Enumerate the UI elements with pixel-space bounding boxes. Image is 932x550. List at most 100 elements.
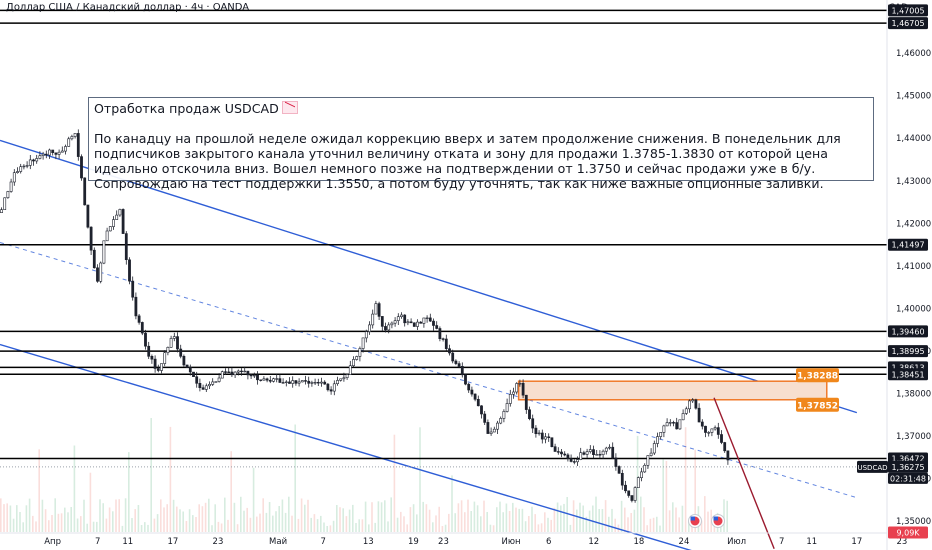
candle-body	[416, 321, 419, 327]
candle-body	[377, 303, 381, 317]
volume-bar	[432, 522, 434, 532]
volume-bar	[214, 504, 216, 532]
volume-bar	[368, 524, 370, 532]
x-tick-label: 7	[320, 537, 325, 547]
candle-body	[204, 385, 208, 390]
volume-bar	[227, 519, 229, 532]
candle-body	[428, 317, 432, 322]
candle-body	[656, 436, 659, 444]
symbol-tag: USDCAD	[857, 464, 887, 472]
candle-body	[172, 336, 176, 339]
volume-bar	[409, 507, 412, 532]
candle-body	[115, 214, 119, 220]
volume-bar	[35, 521, 37, 532]
volume-bar	[646, 525, 648, 532]
symbol-tag-bg	[857, 460, 888, 473]
volume-bar	[300, 498, 303, 532]
volume-bar	[400, 511, 402, 532]
candle-body	[384, 326, 387, 331]
volume-bar	[108, 507, 111, 532]
volume-bar	[169, 426, 172, 532]
volume-bar	[275, 511, 277, 532]
volume-bar	[176, 506, 178, 532]
annotation-note[interactable]: Отработка продаж USDCAD По канадцу на пр…	[88, 97, 874, 191]
volume-bar	[547, 517, 549, 532]
candle-body	[211, 381, 215, 385]
volume-bar	[320, 515, 322, 532]
volume-bar	[393, 434, 396, 532]
candle-body	[537, 432, 541, 435]
volume-bar	[195, 517, 197, 532]
x-tick-label: 24	[679, 537, 690, 547]
x-tick-label: Июл	[727, 537, 746, 547]
volume-bar	[665, 461, 668, 532]
volume-bar	[489, 524, 492, 532]
candle-body	[86, 204, 90, 228]
candle-body	[630, 495, 634, 501]
volume-bar	[80, 516, 82, 532]
volume-bar	[281, 499, 284, 532]
candle-body	[0, 209, 3, 213]
candle-body	[518, 382, 522, 385]
candle-body	[83, 177, 87, 206]
candle-body	[265, 378, 269, 381]
sell-zone[interactable]	[517, 380, 828, 401]
volume-bar	[624, 507, 626, 532]
price-label: 1,36275	[891, 463, 924, 472]
volume-bar	[406, 524, 408, 532]
volume-bar	[460, 500, 463, 532]
candle-body	[585, 451, 589, 455]
volume-bar	[345, 516, 348, 532]
volume-bar	[121, 525, 124, 532]
volume-bar	[387, 521, 389, 532]
y-tick-label: 1,43000	[896, 177, 931, 187]
candle-body	[326, 383, 330, 391]
x-tick-label: 17	[851, 537, 862, 547]
volume-bar	[92, 521, 95, 532]
candle-body	[192, 371, 195, 378]
candle-body	[160, 363, 163, 371]
candle-body	[374, 303, 378, 315]
candle-body	[96, 267, 99, 282]
note-title-text: Отработка продаж USDCAD	[94, 101, 279, 116]
volume-bar	[70, 507, 72, 532]
volume-bar	[38, 449, 40, 532]
chart-title: Доллар США / Канадский доллар · 4ч · OAN…	[6, 2, 250, 13]
candle-body	[505, 403, 509, 412]
candle-body	[534, 427, 538, 435]
candle-body	[320, 381, 323, 384]
candle-body	[9, 181, 13, 192]
volume-bar	[476, 505, 479, 532]
volume-bar	[348, 509, 351, 532]
candle-body	[700, 421, 704, 427]
countdown-bg	[888, 472, 928, 484]
volume-bar	[563, 503, 565, 532]
candle-body	[291, 380, 295, 384]
volume-bar	[150, 418, 152, 532]
economic-events[interactable]	[688, 514, 725, 528]
candle-body	[707, 432, 711, 434]
candle-body	[60, 150, 64, 153]
volume-bar	[390, 497, 392, 532]
candle-body	[483, 413, 487, 423]
candle-body	[70, 136, 74, 140]
candle-body	[572, 461, 576, 463]
volume-bar	[278, 506, 280, 532]
candle-body	[617, 466, 621, 474]
candle-body	[54, 152, 58, 155]
volume-bar	[723, 499, 725, 532]
volume-bar	[3, 504, 5, 532]
y-tick-label: 1,46000	[896, 49, 931, 59]
candle-body	[236, 370, 240, 373]
candle-body	[339, 378, 343, 381]
volume-bar	[627, 517, 629, 532]
volume-bar	[243, 510, 245, 532]
volume-bar	[48, 520, 50, 532]
volume-bar	[233, 502, 236, 532]
volume-bar	[73, 445, 76, 532]
volume-bar	[19, 512, 21, 532]
candle-body	[166, 346, 170, 353]
channel-mid-line	[0, 241, 857, 499]
candle-body	[124, 233, 128, 261]
